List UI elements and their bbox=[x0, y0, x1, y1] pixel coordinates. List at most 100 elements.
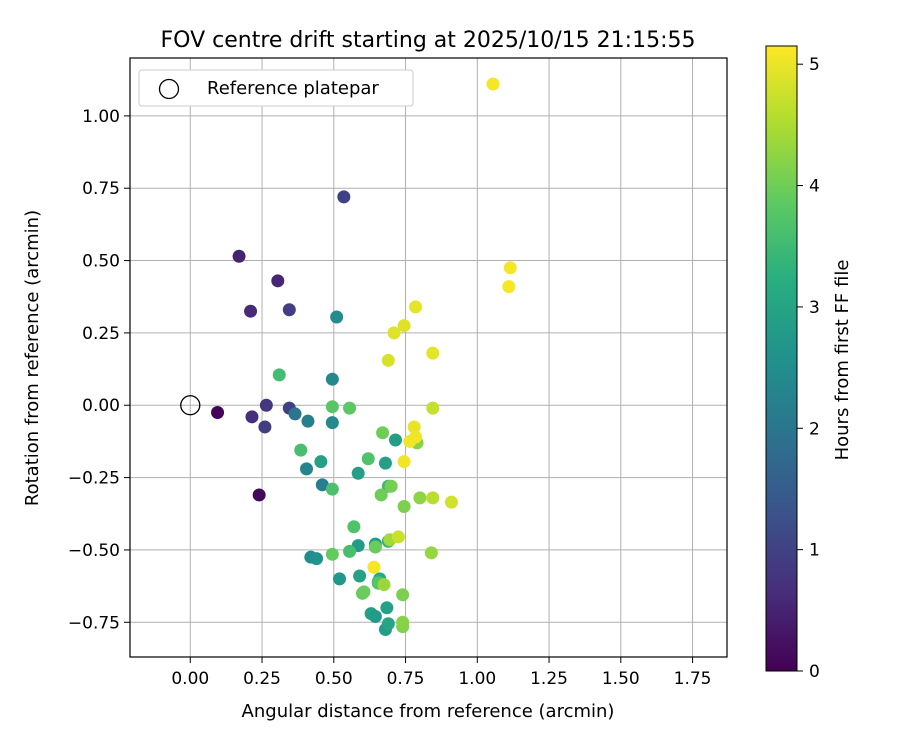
x-tick-label: 1.50 bbox=[602, 669, 640, 689]
data-point bbox=[211, 405, 225, 419]
data-point bbox=[252, 488, 266, 502]
colorbar-tick-label: 1 bbox=[809, 541, 820, 561]
data-point bbox=[325, 372, 339, 386]
y-tick-label: 0.50 bbox=[82, 252, 120, 272]
chart-title: FOV centre drift starting at 2025/10/15 … bbox=[161, 28, 696, 53]
data-point bbox=[397, 455, 411, 469]
data-point bbox=[300, 462, 314, 476]
data-point bbox=[325, 482, 339, 496]
data-point bbox=[325, 547, 339, 561]
data-point bbox=[337, 190, 351, 204]
data-point bbox=[377, 578, 391, 592]
y-tick-label: 1.00 bbox=[82, 107, 120, 127]
colorbar-tick-label: 4 bbox=[809, 177, 820, 197]
x-tick-label: 1.00 bbox=[458, 669, 496, 689]
data-point bbox=[368, 609, 382, 623]
data-point bbox=[396, 615, 410, 629]
data-point bbox=[391, 530, 405, 544]
data-point bbox=[245, 410, 259, 424]
data-point bbox=[288, 407, 302, 421]
data-point bbox=[314, 455, 328, 469]
data-point bbox=[486, 77, 500, 91]
colorbar-tick-label: 0 bbox=[809, 662, 820, 682]
x-tick-label: 1.75 bbox=[674, 669, 712, 689]
data-point bbox=[301, 414, 315, 428]
data-point bbox=[381, 353, 395, 367]
data-point bbox=[368, 540, 382, 554]
data-point bbox=[378, 456, 392, 470]
data-point bbox=[502, 280, 516, 294]
data-point bbox=[343, 544, 357, 558]
data-point bbox=[424, 546, 438, 560]
colorbar-tick-label: 5 bbox=[809, 55, 820, 75]
data-point bbox=[351, 466, 365, 480]
data-point bbox=[244, 304, 258, 318]
data-point bbox=[409, 300, 423, 314]
y-tick-label: 0.00 bbox=[82, 396, 120, 416]
colorbar-tick-label: 2 bbox=[809, 419, 820, 439]
y-axis-label: Rotation from reference (arcmin) bbox=[22, 210, 43, 506]
colorbar-tick-label: 3 bbox=[809, 298, 820, 318]
data-point bbox=[258, 420, 272, 434]
plot-frame bbox=[129, 57, 728, 658]
legend-box bbox=[138, 69, 414, 107]
data-point bbox=[353, 569, 367, 583]
data-point bbox=[376, 426, 390, 440]
y-tick-label: 0.75 bbox=[82, 179, 120, 199]
y-tick-label: −0.25 bbox=[68, 469, 120, 489]
data-point bbox=[387, 326, 401, 340]
data-point bbox=[388, 433, 402, 447]
data-point bbox=[403, 434, 417, 448]
y-tick-label: 0.25 bbox=[82, 324, 120, 344]
y-tick-label: −0.50 bbox=[68, 541, 120, 561]
x-tick-label: 0.25 bbox=[243, 669, 281, 689]
data-point bbox=[367, 560, 381, 574]
data-point bbox=[272, 368, 286, 382]
data-point bbox=[397, 500, 411, 514]
y-tick-label: −0.75 bbox=[68, 613, 120, 633]
x-tick-label: 0.75 bbox=[387, 669, 425, 689]
data-point bbox=[397, 319, 411, 333]
colorbar-ticks: 0 1 2 3 4 5 bbox=[797, 55, 820, 682]
data-points bbox=[180, 77, 517, 637]
data-point bbox=[357, 585, 371, 599]
data-point bbox=[259, 398, 273, 412]
x-tick-label: 1.25 bbox=[530, 669, 568, 689]
data-point bbox=[361, 452, 375, 466]
colorbar-gradient bbox=[765, 45, 798, 672]
y-axis-ticks: −0.75 −0.50 −0.25 0.00 0.25 0.50 0.75 1.00 bbox=[68, 107, 130, 633]
legend-marker bbox=[158, 78, 180, 100]
data-point bbox=[282, 303, 296, 317]
colorbar: 0 1 2 3 4 5 Hours from first FF file bbox=[765, 45, 853, 682]
data-point bbox=[374, 488, 388, 502]
data-point bbox=[294, 443, 308, 457]
legend-label: Reference platepar bbox=[207, 78, 379, 99]
data-point bbox=[381, 617, 395, 631]
x-tick-label: 0.00 bbox=[171, 669, 209, 689]
grid bbox=[130, 58, 727, 657]
data-point bbox=[310, 552, 324, 566]
data-point bbox=[444, 495, 458, 509]
x-axis-ticks: 0.00 0.25 0.50 0.75 1.00 1.25 1.50 1.75 bbox=[171, 657, 711, 689]
x-axis-label: Angular distance from reference (arcmin) bbox=[242, 701, 615, 722]
data-point bbox=[396, 588, 410, 602]
data-point bbox=[347, 520, 361, 534]
x-tick-label: 0.50 bbox=[315, 669, 353, 689]
data-point bbox=[343, 401, 357, 415]
data-point bbox=[407, 420, 421, 434]
legend: Reference platepar bbox=[138, 69, 414, 107]
data-point bbox=[325, 416, 339, 430]
data-point bbox=[426, 491, 440, 505]
data-point bbox=[413, 491, 427, 505]
colorbar-label: Hours from first FF file bbox=[832, 260, 853, 461]
reference-platepar-marker bbox=[180, 395, 201, 416]
data-point bbox=[426, 346, 440, 360]
data-point bbox=[503, 261, 517, 275]
data-point bbox=[380, 601, 394, 615]
data-point bbox=[333, 572, 347, 586]
data-point bbox=[384, 479, 398, 493]
data-point bbox=[330, 310, 344, 324]
data-point bbox=[315, 478, 329, 492]
data-point bbox=[232, 249, 246, 263]
